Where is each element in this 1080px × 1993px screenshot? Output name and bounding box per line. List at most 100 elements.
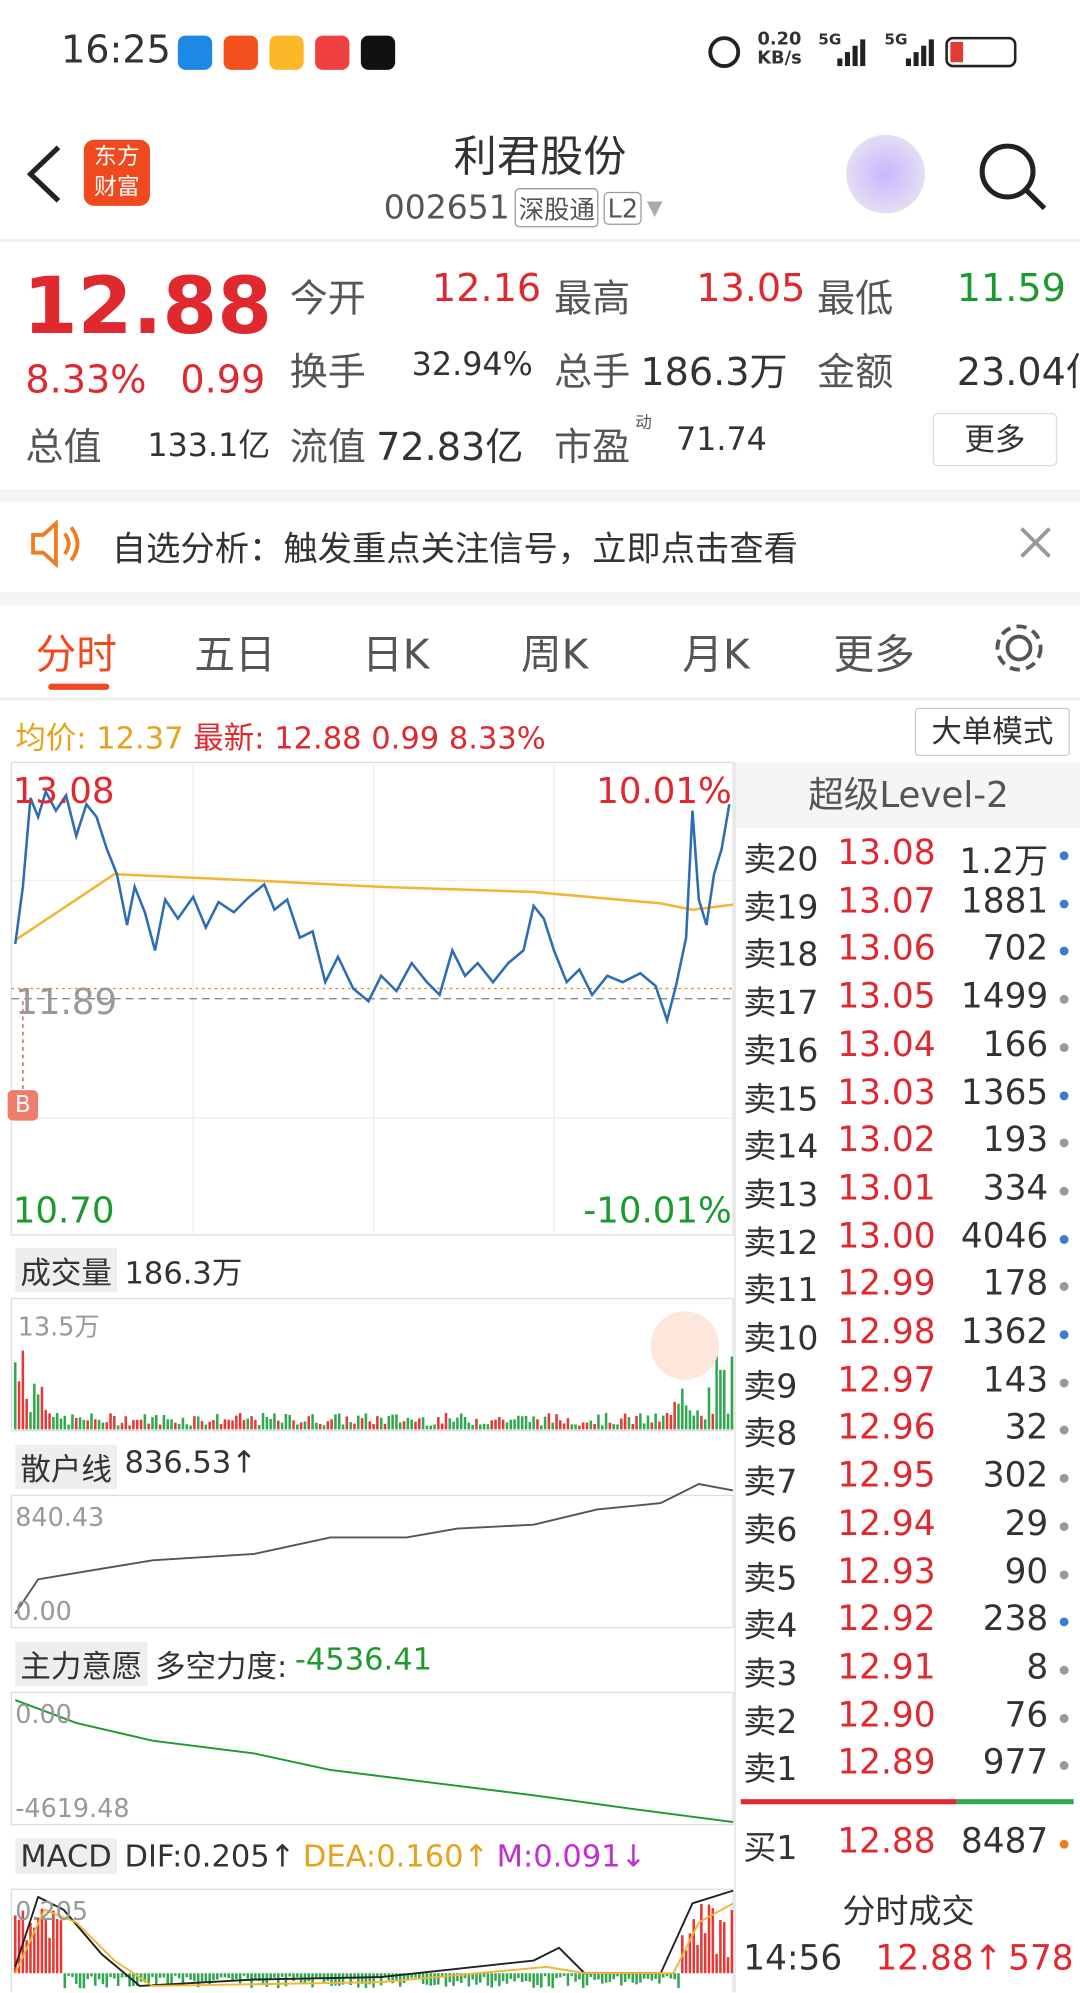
decor-bar [555,1414,558,1430]
panel-name[interactable]: 成交量 [15,1247,117,1293]
decor-bar [608,1973,612,1982]
buy-marker[interactable]: B [7,1090,39,1121]
decor-bar [204,1973,208,1983]
back-button[interactable] [23,142,64,206]
tab[interactable]: 更多 [833,630,915,679]
book-volume: 977 [982,1743,1049,1784]
decor-bar [456,1973,459,1982]
decor-bar [520,1416,524,1430]
decor-bar [517,1973,520,1978]
decor-bar [463,1973,467,1979]
large-order-button[interactable]: 大单模式 [914,707,1070,757]
decor-bar [105,1973,109,1988]
decor-bar [627,1973,631,1979]
close-banner[interactable] [1019,526,1052,559]
book-price: 13.08 [837,833,936,873]
logo[interactable]: 东方财富 [83,139,150,206]
stat-label: 流值 [289,425,366,471]
last: 12.88 [274,720,362,757]
stock-title: 利君股份 [453,132,627,183]
decor-bar [227,1973,230,1979]
tab[interactable]: 日K [362,630,430,679]
decor-bar [55,1413,59,1430]
decor-bar [78,1973,82,1989]
tab[interactable]: 月K [682,630,750,679]
chart-low-pct: -10.01% [583,1189,732,1232]
decor-bar [490,1420,493,1430]
expand-button[interactable] [650,1311,720,1380]
book-side: 卖17 [743,984,819,1023]
stat-label: 市盈 [553,425,631,471]
book-price: 13.03 [837,1073,936,1113]
book-dot [1059,1330,1069,1340]
book-volume: 1365 [960,1073,1049,1113]
decor-bar [67,1973,70,1976]
tab[interactable]: 五日 [194,630,276,679]
decor-bar [90,1413,93,1430]
trade-time: 14:56 [743,1938,843,1979]
decor-bar [185,1973,189,1978]
book-dot [1059,1042,1069,1052]
decor-bar [677,1403,680,1430]
decor-bar [204,1424,208,1430]
book-price: 12.90 [837,1695,936,1736]
decor-bar [658,1973,661,1984]
decor-bar [540,1973,543,1988]
chart-low: 10.70 [12,1189,115,1232]
panel-name[interactable]: MACD [15,1838,117,1875]
settings-button[interactable] [991,620,1047,676]
decor-bar [391,1973,394,1984]
decor-bar [326,1973,330,1982]
assistant-avatar[interactable] [846,134,925,214]
decor-bar [337,1413,341,1430]
decor-bar [296,1973,299,1978]
decor-bar [242,1973,246,1976]
decor-bar [715,1345,718,1430]
decor-bar [120,1422,124,1430]
panel-name[interactable]: 主力意愿 [15,1641,148,1687]
stock-code-row: 002651 深股通 L2 ▼ [383,188,663,228]
decor-bar [326,1421,330,1430]
decor-bar [273,1413,276,1430]
search-button[interactable] [973,137,1049,213]
decor-bar [501,1973,505,1982]
tab[interactable]: 分时 [35,630,117,679]
book-dot [1059,1617,1069,1627]
book-side: 卖16 [743,1032,819,1071]
panel-name[interactable]: 散户线 [15,1444,117,1490]
decor-bar [604,1412,608,1430]
decor-bar [459,1413,463,1430]
decor-bar [231,1420,234,1430]
more-button[interactable]: 更多 [932,412,1058,467]
decor-bar [71,1414,74,1430]
decor-bar [387,1416,391,1430]
decor-bar [158,1424,162,1430]
book-side: 卖1 [743,1751,798,1790]
decor-bar [730,1356,734,1430]
decor-bar [116,1973,120,1986]
decor-bar [379,1417,383,1430]
book-price: 12.91 [837,1647,936,1688]
decor-bar [292,1420,295,1430]
decor-bar [82,1419,86,1430]
tab[interactable]: 周K [520,630,589,679]
book-dot [1059,1713,1069,1723]
stat-value: 71.74 [675,420,767,458]
decor-bar [578,1425,581,1430]
decor-bar [284,1414,288,1430]
decor-bar [715,1953,718,1974]
banner-text[interactable]: 自选分析：触发重点关注信号，立即点击查看 [111,529,798,570]
decor-bar [703,1933,707,1974]
macd-header: MACD DIF:0.205↑ DEA:0.160↑ M:0.091↓ [15,1838,646,1875]
decor-bar [707,1904,711,1974]
trades-title[interactable]: 分时成交 [842,1893,975,1932]
stat-value: 72.83亿 [376,425,524,471]
book-dot [1059,1474,1069,1483]
speaker-icon [31,519,80,569]
book-volume: 90 [1004,1552,1049,1592]
book-volume: 1499 [960,977,1049,1017]
decor-bar [395,1973,398,1981]
decor-bar [574,1424,577,1430]
decor-bar [318,1423,322,1430]
decor-bar [505,1422,509,1430]
